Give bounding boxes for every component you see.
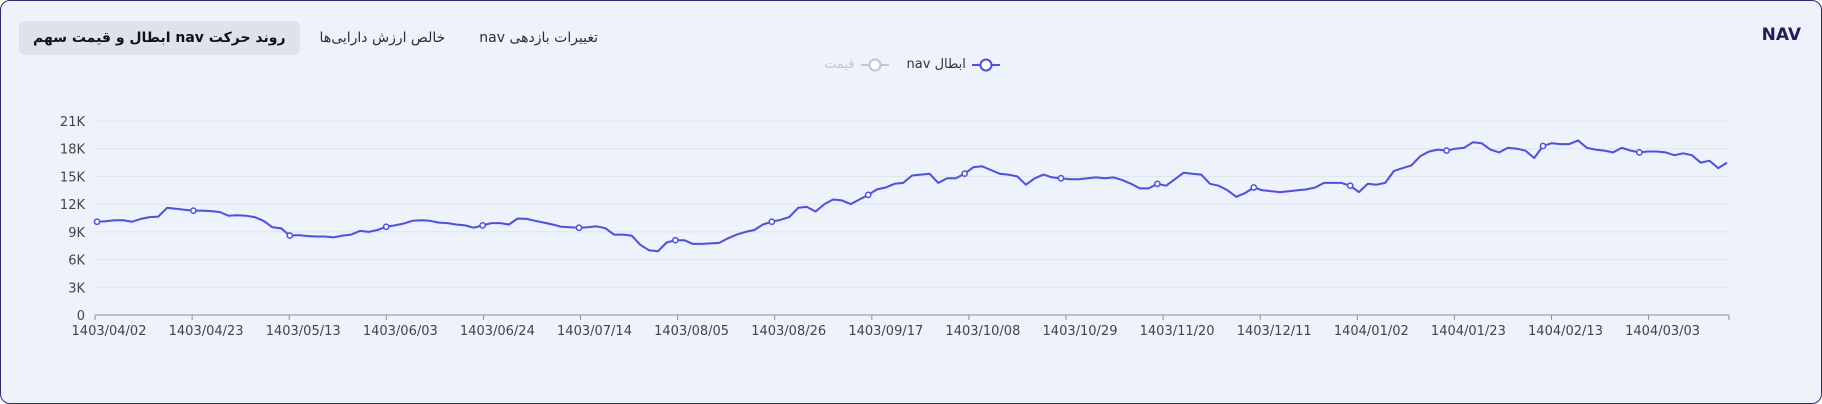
y-tick-label: 9K <box>68 226 85 241</box>
y-tick-label: 3K <box>68 281 85 296</box>
data-point <box>479 222 486 229</box>
data-point <box>961 170 968 178</box>
legend-label-nav-cancel: ابطال nav <box>906 57 966 72</box>
x-tick-label: 1403/10/08 <box>945 324 1020 339</box>
legend-label-price: قیمت <box>824 57 855 72</box>
data-point <box>768 218 776 226</box>
series-line-0 <box>96 139 1728 253</box>
data-point <box>1443 147 1450 154</box>
x-tick-label: 1403/06/24 <box>460 324 535 339</box>
y-tick-label: 0 <box>77 309 85 324</box>
x-tick-label: 1403/04/02 <box>72 324 147 339</box>
legend-line-marker-icon <box>971 58 1000 71</box>
data-point <box>1250 184 1258 191</box>
y-tick-label: 15K <box>60 170 86 185</box>
legend-line-marker-icon <box>860 58 889 71</box>
y-tick-label: 6K <box>68 254 85 269</box>
x-tick-label: 1403/10/29 <box>1043 324 1118 339</box>
y-tick-label: 21K <box>60 115 86 130</box>
x-tick-label: 1404/03/03 <box>1625 324 1700 339</box>
data-point <box>672 236 679 244</box>
legend-item-price[interactable]: قیمت <box>824 57 889 72</box>
data-point <box>190 207 197 214</box>
card-title: NAV <box>1761 25 1801 45</box>
data-point <box>575 224 583 232</box>
chart-tabs: روند حرکت nav ابطال و قیمت سهم خالص ارزش… <box>19 21 612 55</box>
tab-nav-return-changes[interactable]: تغییرات بازدهی nav <box>479 30 599 46</box>
x-tick-label: 1404/01/02 <box>1334 324 1409 339</box>
data-point <box>1057 174 1065 182</box>
data-point <box>864 191 872 199</box>
x-tick-label: 1403/04/23 <box>169 324 244 339</box>
x-tick-label: 1403/07/14 <box>557 324 632 339</box>
x-tick-label: 1403/09/17 <box>848 324 923 339</box>
x-tick-label: 1404/02/13 <box>1528 324 1603 339</box>
y-tick-label: 12K <box>60 198 86 213</box>
data-point <box>1636 149 1643 156</box>
x-tick-label: 1404/01/23 <box>1431 324 1506 339</box>
tab-net-asset-value[interactable]: خالص ارزش دارایی‌ها <box>319 30 446 46</box>
x-tick-label: 1403/05/13 <box>266 324 341 339</box>
x-tick-label: 1403/11/20 <box>1140 324 1215 339</box>
x-tick-label: 1403/12/11 <box>1237 324 1312 339</box>
x-tick-label: 1403/08/05 <box>654 324 729 339</box>
data-point <box>1346 182 1354 190</box>
legend-item-nav-cancel[interactable]: ابطال nav <box>907 57 1000 72</box>
data-point <box>286 232 294 239</box>
data-point <box>382 223 390 231</box>
x-tick-label: 1403/06/03 <box>363 324 438 339</box>
tab-nav-cancel-and-price[interactable]: روند حرکت nav ابطال و قیمت سهم <box>19 21 300 55</box>
data-point <box>1539 142 1547 150</box>
data-point <box>1154 180 1161 188</box>
x-tick-label: 1403/08/26 <box>751 324 826 339</box>
data-point <box>93 218 101 226</box>
chart-legend: ابطال nav قیمت <box>1 57 1821 72</box>
y-tick-label: 18K <box>60 143 86 158</box>
